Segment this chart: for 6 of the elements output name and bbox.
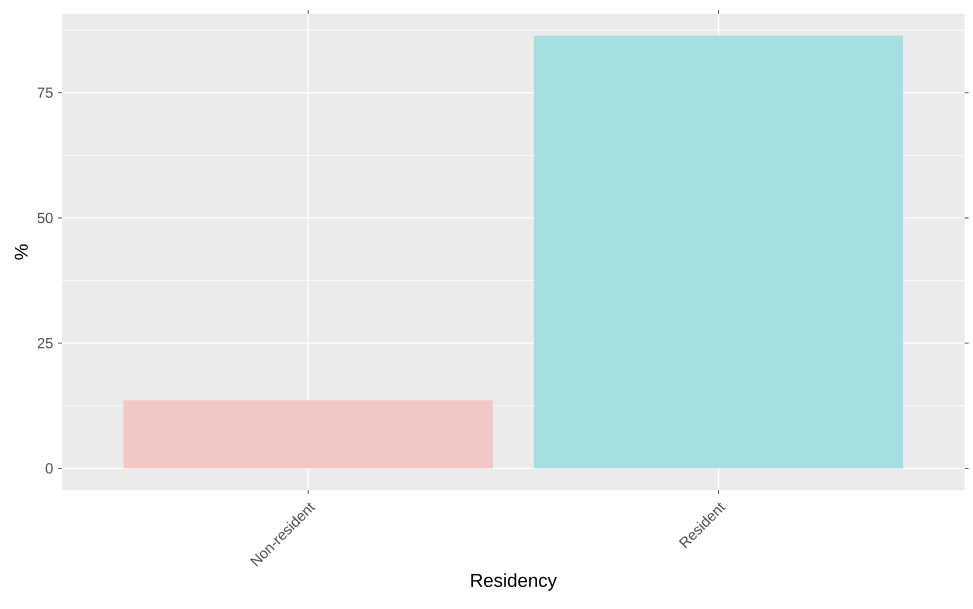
y-tick-label: 0 bbox=[46, 463, 53, 474]
y-tick-label: 25 bbox=[38, 338, 53, 348]
y-tick-label: 50 bbox=[38, 212, 53, 224]
y-tick-label: 75 bbox=[38, 88, 53, 98]
x-axis-title: Residency bbox=[471, 573, 557, 591]
y-axis-title: % bbox=[14, 244, 28, 260]
